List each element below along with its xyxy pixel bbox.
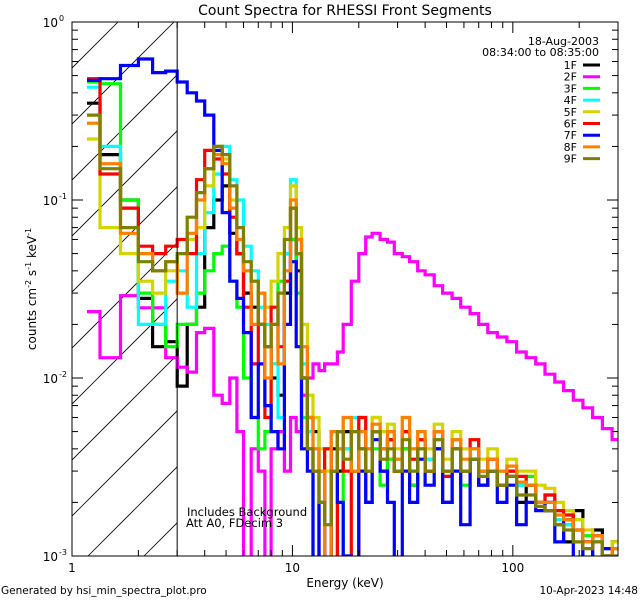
y-tick-exponent: -1 xyxy=(59,192,67,201)
y-tick-exponent: -3 xyxy=(59,548,67,557)
legend-label-9F: 9F xyxy=(564,153,577,166)
x-axis-label: Energy (keV) xyxy=(306,576,383,590)
legend-label-2F: 2F xyxy=(564,71,577,84)
annotation-background: Includes Background xyxy=(187,505,307,519)
axes xyxy=(71,21,619,557)
legend-label-6F: 6F xyxy=(564,118,577,131)
legend-time-range: 08:34:00 to 08:35:00 xyxy=(482,46,599,59)
x-tick-label: 100 xyxy=(501,561,524,575)
y-label-exponent: -1 xyxy=(24,228,33,236)
y-label-unit: counts cm xyxy=(25,288,39,350)
hatch-line xyxy=(72,186,178,293)
legend-label-5F: 5F xyxy=(564,106,577,119)
hatch-line xyxy=(72,410,178,517)
x-tick-label: 1 xyxy=(68,561,76,575)
hatch-line xyxy=(72,22,175,125)
x-tick-label: 10 xyxy=(285,561,300,575)
legend-label-3F: 3F xyxy=(564,82,577,95)
y-tick-label: 10 xyxy=(43,550,58,564)
y-label-unit: s xyxy=(25,270,39,280)
legend-label-4F: 4F xyxy=(564,94,577,107)
y-label-unit: keV xyxy=(25,235,39,262)
series-6F xyxy=(87,77,618,556)
y-axis-label: counts cm-2 s-1 keV-1 xyxy=(24,228,39,350)
hatched-region xyxy=(72,22,178,556)
legend-date: 18-Aug-2003 xyxy=(528,35,599,48)
annotation-attenuator: Att A0, FDecim 3 xyxy=(186,516,283,530)
legend-label-7F: 7F xyxy=(564,129,577,142)
y-tick-label: 10 xyxy=(43,16,58,30)
y-label-exponent: -1 xyxy=(24,262,33,270)
series-9F xyxy=(87,113,618,556)
legend: 18-Aug-2003 08:34:00 to 08:35:00 1F2F3F4… xyxy=(482,35,600,166)
series-7F xyxy=(87,57,614,556)
hatch-line xyxy=(72,242,178,349)
y-tick-label: 10 xyxy=(43,194,58,208)
y-tick-exponent: 0 xyxy=(59,14,64,23)
chart-title: Count Spectra for RHESSI Front Segments xyxy=(198,3,492,19)
y-tick-label: 10 xyxy=(43,372,58,386)
y-label-exponent: -2 xyxy=(24,280,33,288)
series-2F xyxy=(87,231,618,556)
legend-label-8F: 8F xyxy=(564,141,577,154)
y-tick-exponent: -2 xyxy=(59,370,67,379)
hatch-line xyxy=(72,354,178,461)
hatch-line xyxy=(72,22,119,69)
footer-timestamp: 10-Apr-2023 14:48 xyxy=(539,585,638,597)
footer-generated-by: Generated by hsi_min_spectra_plot.pro xyxy=(1,585,207,597)
plot-frame xyxy=(71,21,619,557)
legend-label-1F: 1F xyxy=(564,59,577,72)
